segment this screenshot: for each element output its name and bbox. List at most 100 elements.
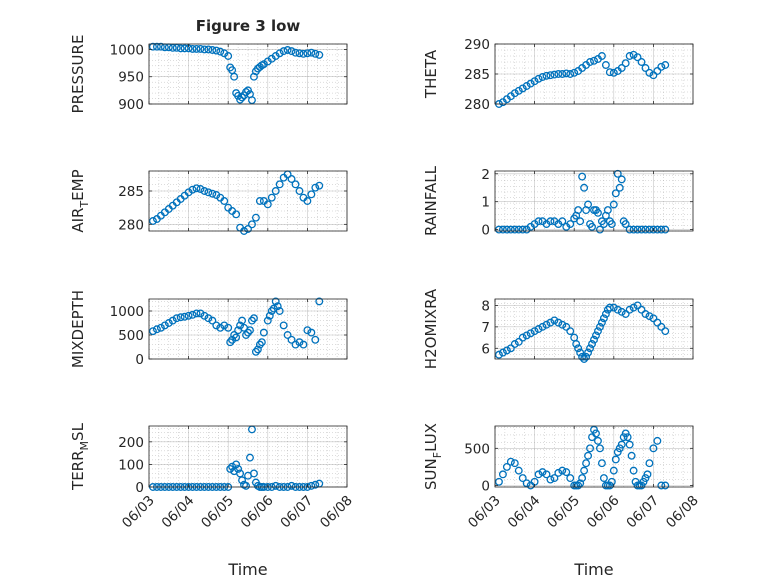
data-point bbox=[576, 217, 585, 226]
data-point bbox=[267, 193, 276, 202]
data-point bbox=[311, 49, 320, 58]
data-point bbox=[613, 305, 622, 314]
data-point bbox=[617, 307, 626, 316]
axes-box bbox=[494, 170, 694, 232]
data-point bbox=[538, 468, 547, 477]
data-point bbox=[534, 470, 543, 479]
data-point bbox=[550, 316, 559, 325]
data-point bbox=[625, 440, 634, 449]
data-point bbox=[578, 172, 587, 181]
panel-sun-flux: 06/03 06/04 06/05 06/06 06/07 06/08 0 500 SUNFLU… bbox=[422, 423, 702, 579]
data-point bbox=[534, 325, 543, 333]
y-axis-label-rest: LUX bbox=[422, 423, 440, 452]
x-tick-label: 06/07 bbox=[277, 493, 316, 532]
data-point bbox=[287, 175, 296, 183]
data-point bbox=[291, 48, 300, 57]
data-point bbox=[514, 225, 523, 234]
data-point bbox=[168, 43, 177, 52]
data-point bbox=[554, 70, 563, 78]
data-point bbox=[172, 314, 181, 323]
data-point bbox=[538, 73, 547, 81]
data-point bbox=[597, 52, 606, 60]
data-point bbox=[574, 481, 583, 490]
data-point bbox=[534, 74, 543, 83]
data-point bbox=[196, 185, 205, 193]
data-point bbox=[265, 311, 274, 320]
data-point bbox=[271, 297, 280, 306]
y-tick-label: 0 bbox=[481, 223, 490, 239]
data-point bbox=[546, 71, 555, 80]
data-point bbox=[307, 48, 316, 57]
data-point bbox=[592, 331, 600, 340]
data-point bbox=[299, 49, 308, 58]
data-point bbox=[546, 217, 555, 226]
data-point bbox=[653, 436, 662, 445]
data-point bbox=[242, 88, 250, 96]
data-point bbox=[188, 310, 197, 319]
data-point bbox=[550, 70, 559, 79]
y-tick-label: 8 bbox=[481, 298, 490, 314]
y-axis-label-main: SUN bbox=[422, 458, 440, 490]
data-point bbox=[530, 327, 539, 336]
data-point bbox=[645, 312, 654, 321]
data-point bbox=[502, 462, 511, 471]
data-point bbox=[637, 225, 646, 234]
data-point bbox=[279, 47, 288, 56]
data-point bbox=[295, 187, 304, 195]
y-tick-label: 285 bbox=[464, 67, 490, 83]
y-tick-label: 100 bbox=[118, 457, 144, 473]
data-point bbox=[188, 185, 197, 194]
data-point bbox=[238, 316, 247, 325]
y-tick-label: 500 bbox=[118, 328, 144, 344]
y-axis-label-rest: SL bbox=[69, 422, 87, 441]
data-point bbox=[584, 451, 593, 460]
data-point bbox=[506, 457, 515, 466]
data-point bbox=[566, 70, 575, 78]
data-point bbox=[609, 200, 618, 209]
data-point bbox=[160, 321, 169, 330]
data-point bbox=[204, 45, 213, 54]
data-point bbox=[244, 86, 252, 95]
data-point bbox=[238, 93, 247, 102]
data-point bbox=[315, 181, 324, 190]
data-point bbox=[554, 318, 563, 327]
y-tick-label: 2 bbox=[481, 167, 490, 183]
data-point bbox=[594, 436, 602, 445]
data-point bbox=[601, 310, 610, 318]
data-point bbox=[299, 340, 308, 349]
y-tick-label: 0 bbox=[135, 480, 144, 496]
data-point bbox=[594, 208, 602, 217]
data-point bbox=[236, 321, 245, 330]
data-point bbox=[599, 314, 608, 323]
data-point bbox=[236, 95, 245, 104]
data-point bbox=[506, 344, 515, 353]
data-point bbox=[578, 474, 587, 483]
data-point bbox=[271, 481, 280, 490]
panel-pressure: 900 950 1000 PRESSURE Figure 3 low bbox=[69, 17, 348, 114]
data-point bbox=[224, 52, 233, 60]
y-tick-label: 0 bbox=[481, 479, 490, 495]
data-point bbox=[291, 340, 300, 349]
data-point bbox=[152, 325, 161, 334]
y-axis-label: RAINFALL bbox=[422, 165, 440, 236]
data-point bbox=[232, 460, 241, 469]
data-point bbox=[558, 70, 567, 78]
y-tick-label: 280 bbox=[118, 217, 144, 233]
data-point bbox=[633, 301, 642, 310]
data-point bbox=[562, 69, 571, 78]
y-tick-label: 285 bbox=[118, 184, 144, 200]
data-point bbox=[617, 64, 626, 72]
y-axis-label: PRESSURE bbox=[69, 35, 87, 114]
y-tick-label: 200 bbox=[118, 435, 144, 451]
data-point bbox=[574, 206, 583, 215]
data-point bbox=[172, 43, 181, 52]
data-point bbox=[611, 189, 620, 198]
data-point bbox=[542, 470, 551, 479]
data-point bbox=[212, 46, 221, 55]
panel-theta: 280 285 290 THETA bbox=[422, 37, 694, 113]
data-point bbox=[283, 331, 292, 339]
data-point bbox=[311, 335, 320, 344]
data-point bbox=[595, 225, 604, 234]
data-point bbox=[311, 183, 320, 192]
data-point bbox=[518, 333, 527, 342]
